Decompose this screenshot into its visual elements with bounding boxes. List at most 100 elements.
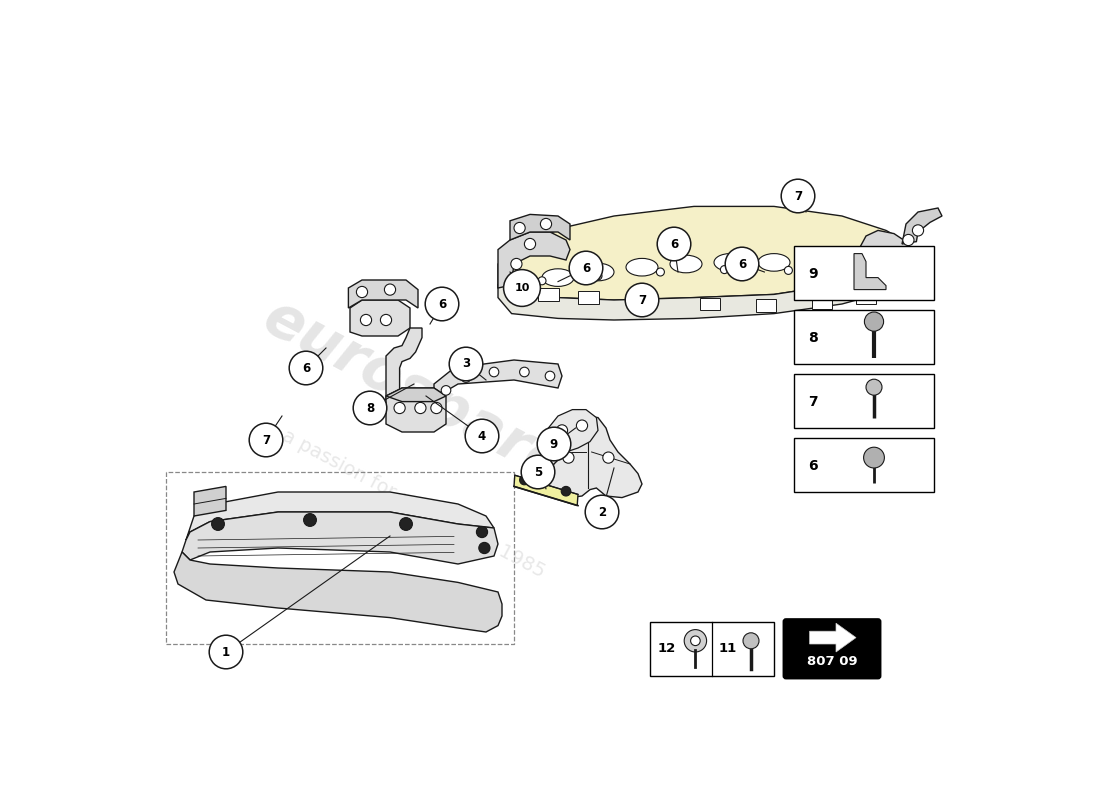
- Text: 9: 9: [808, 266, 818, 281]
- Polygon shape: [498, 206, 910, 300]
- Circle shape: [865, 312, 883, 331]
- Circle shape: [356, 286, 367, 298]
- Circle shape: [684, 630, 706, 652]
- Polygon shape: [386, 388, 446, 432]
- Text: 7: 7: [638, 294, 646, 306]
- Text: 9: 9: [550, 438, 558, 450]
- Polygon shape: [349, 280, 418, 308]
- Circle shape: [912, 225, 924, 236]
- Polygon shape: [498, 262, 910, 320]
- Circle shape: [576, 420, 587, 431]
- FancyBboxPatch shape: [794, 310, 934, 364]
- Text: 6: 6: [438, 298, 447, 310]
- Ellipse shape: [670, 255, 702, 273]
- Ellipse shape: [758, 254, 790, 271]
- Polygon shape: [498, 232, 570, 288]
- Circle shape: [569, 251, 603, 285]
- Circle shape: [415, 402, 426, 414]
- Circle shape: [209, 635, 243, 669]
- Circle shape: [449, 347, 483, 381]
- Text: 10: 10: [515, 283, 530, 293]
- FancyBboxPatch shape: [700, 298, 720, 310]
- Circle shape: [431, 402, 442, 414]
- Text: 7: 7: [262, 434, 271, 446]
- FancyBboxPatch shape: [794, 246, 934, 300]
- Polygon shape: [546, 416, 642, 498]
- Polygon shape: [902, 208, 942, 244]
- Circle shape: [510, 258, 522, 270]
- Circle shape: [490, 367, 498, 377]
- Text: 5: 5: [534, 466, 542, 478]
- FancyBboxPatch shape: [578, 291, 598, 304]
- Polygon shape: [174, 552, 502, 632]
- Text: 6: 6: [301, 362, 310, 374]
- Circle shape: [461, 373, 471, 382]
- Text: 4: 4: [477, 430, 486, 442]
- Circle shape: [725, 247, 759, 281]
- Polygon shape: [386, 328, 422, 400]
- Circle shape: [304, 514, 317, 526]
- Circle shape: [864, 447, 884, 468]
- Polygon shape: [860, 230, 910, 274]
- Circle shape: [903, 234, 914, 246]
- Text: 3: 3: [462, 358, 470, 370]
- FancyBboxPatch shape: [636, 294, 657, 307]
- Text: 8: 8: [366, 402, 374, 414]
- Circle shape: [557, 425, 568, 436]
- Circle shape: [250, 423, 283, 457]
- Circle shape: [361, 314, 372, 326]
- Circle shape: [384, 284, 396, 295]
- Text: 2: 2: [598, 506, 606, 518]
- Text: 1: 1: [222, 646, 230, 658]
- Text: 12: 12: [658, 642, 676, 655]
- Ellipse shape: [802, 257, 834, 274]
- FancyBboxPatch shape: [783, 619, 880, 678]
- Text: 11: 11: [718, 642, 737, 655]
- Circle shape: [563, 452, 574, 463]
- Circle shape: [594, 272, 602, 280]
- Ellipse shape: [845, 263, 877, 281]
- FancyBboxPatch shape: [756, 299, 777, 312]
- Polygon shape: [386, 388, 446, 402]
- Circle shape: [399, 518, 412, 530]
- Text: 7: 7: [794, 190, 802, 202]
- Polygon shape: [434, 360, 562, 402]
- Polygon shape: [514, 475, 578, 506]
- FancyBboxPatch shape: [794, 438, 934, 492]
- Circle shape: [521, 455, 554, 489]
- Polygon shape: [854, 254, 886, 290]
- Polygon shape: [194, 486, 226, 516]
- Circle shape: [781, 179, 815, 213]
- Circle shape: [353, 391, 387, 425]
- Circle shape: [657, 268, 664, 276]
- FancyBboxPatch shape: [882, 283, 903, 296]
- Ellipse shape: [542, 269, 574, 286]
- Ellipse shape: [626, 258, 658, 276]
- FancyBboxPatch shape: [538, 288, 559, 301]
- Circle shape: [561, 486, 571, 496]
- Circle shape: [603, 452, 614, 463]
- Circle shape: [465, 419, 498, 453]
- FancyBboxPatch shape: [650, 622, 774, 676]
- Circle shape: [514, 222, 525, 234]
- Polygon shape: [186, 492, 494, 540]
- Circle shape: [585, 495, 619, 529]
- Polygon shape: [810, 623, 856, 652]
- Polygon shape: [510, 214, 570, 240]
- Text: 6: 6: [670, 238, 678, 250]
- Text: 6: 6: [582, 262, 590, 274]
- Circle shape: [441, 386, 451, 395]
- Text: 6: 6: [808, 458, 818, 473]
- Text: 7: 7: [808, 394, 818, 409]
- Circle shape: [720, 266, 728, 274]
- Text: 807 09: 807 09: [806, 655, 857, 668]
- Ellipse shape: [714, 254, 746, 271]
- Circle shape: [538, 277, 546, 285]
- Circle shape: [742, 633, 759, 649]
- Circle shape: [833, 271, 840, 279]
- Circle shape: [394, 402, 405, 414]
- Circle shape: [476, 526, 487, 538]
- Circle shape: [625, 283, 659, 317]
- Text: 6: 6: [738, 258, 746, 270]
- Circle shape: [211, 518, 224, 530]
